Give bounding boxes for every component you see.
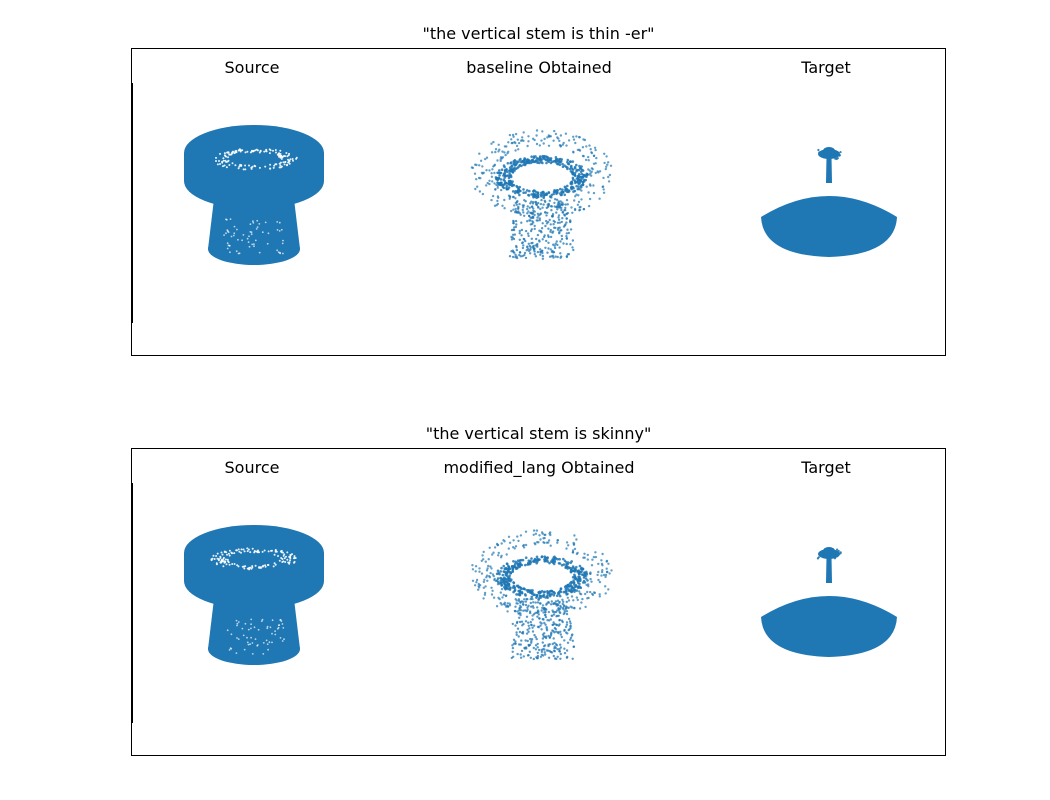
row-1-title: "the vertical stem is thin -er" — [422, 24, 655, 43]
row-2-obtained-label: modified_lang Obtained — [443, 458, 635, 477]
row-1-source-cloud — [184, 125, 324, 265]
row-1-obtained-cloud — [470, 129, 613, 260]
row-2-source-label: Source — [224, 458, 280, 477]
row-1-panel: Source baseline Obtained Target — [131, 48, 946, 356]
row-1-point-clouds — [184, 125, 897, 265]
row-2-target-cloud — [761, 547, 897, 657]
row-2-source-cloud — [184, 525, 324, 665]
row-1-left-edge — [132, 83, 133, 323]
row-2-target-label: Target — [801, 458, 851, 477]
row-2-left-edge — [132, 483, 133, 723]
row-1-target-label: Target — [801, 58, 851, 77]
row-2-panel: Source modified_lang Obtained Target — [131, 448, 946, 756]
row-2-obtained-cloud — [471, 529, 613, 661]
row-2-title: "the vertical stem is skinny" — [425, 424, 652, 443]
row-1-target-cloud — [761, 147, 897, 257]
row-1-source-label: Source — [224, 58, 280, 77]
row-2-point-clouds — [184, 525, 897, 665]
row-1-obtained-label: baseline Obtained — [466, 58, 612, 77]
